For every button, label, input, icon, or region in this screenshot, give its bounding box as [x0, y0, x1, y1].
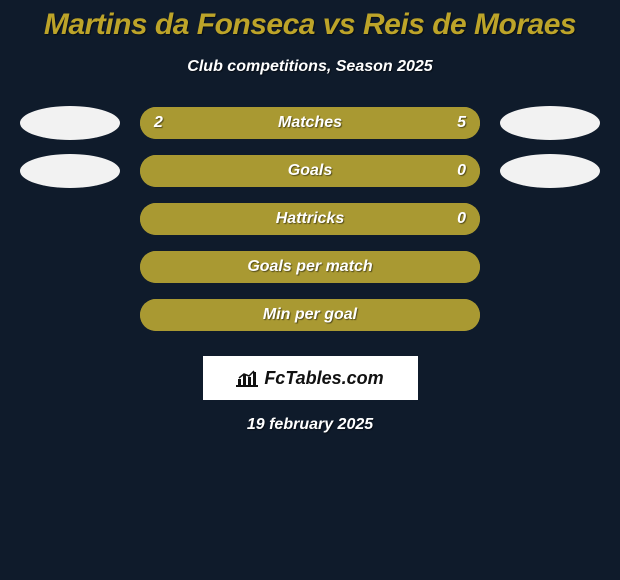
stat-value-right: 0 — [457, 162, 466, 180]
comparison-infographic: Martins da Fonseca vs Reis de Moraes Clu… — [0, 0, 620, 580]
logo-text: FcTables.com — [264, 368, 383, 389]
avatar-placeholder — [20, 202, 120, 236]
player2-avatar — [500, 106, 600, 140]
chart-icon — [236, 369, 258, 387]
page-subtitle: Club competitions, Season 2025 — [187, 58, 432, 76]
stat-label: Goals — [288, 162, 332, 180]
stat-row: Hattricks 0 — [0, 202, 620, 236]
avatar-placeholder — [500, 298, 600, 332]
player1-avatar — [20, 154, 120, 188]
player1-avatar — [20, 106, 120, 140]
stat-bar: Matches 2 5 — [140, 107, 480, 139]
stat-row: Min per goal — [0, 298, 620, 332]
logo-box: FcTables.com — [203, 356, 418, 400]
stat-value-right: 0 — [457, 210, 466, 228]
avatar-placeholder — [500, 250, 600, 284]
avatar-placeholder — [20, 298, 120, 332]
stat-value-left: 2 — [154, 114, 163, 132]
stat-label: Hattricks — [276, 210, 344, 228]
stat-label: Goals per match — [247, 258, 372, 276]
stat-bar: Goals per match — [140, 251, 480, 283]
avatar-placeholder — [20, 250, 120, 284]
stat-bar: Min per goal — [140, 299, 480, 331]
stat-row: Goals per match — [0, 250, 620, 284]
page-title: Martins da Fonseca vs Reis de Moraes — [44, 8, 576, 42]
stat-row: Goals 0 — [0, 154, 620, 188]
date-text: 19 february 2025 — [247, 416, 373, 434]
player2-avatar — [500, 154, 600, 188]
bar-fill-right — [237, 107, 480, 139]
stat-label: Matches — [278, 114, 342, 132]
avatar-placeholder — [500, 202, 600, 236]
stat-value-right: 5 — [457, 114, 466, 132]
stat-label: Min per goal — [263, 306, 357, 324]
logo: FcTables.com — [236, 368, 383, 389]
stat-bar: Goals 0 — [140, 155, 480, 187]
stat-row: Matches 2 5 — [0, 106, 620, 140]
stats-rows: Matches 2 5 Goals 0 Hattricks 0 Goals per match… — [0, 106, 620, 332]
stat-bar: Hattricks 0 — [140, 203, 480, 235]
